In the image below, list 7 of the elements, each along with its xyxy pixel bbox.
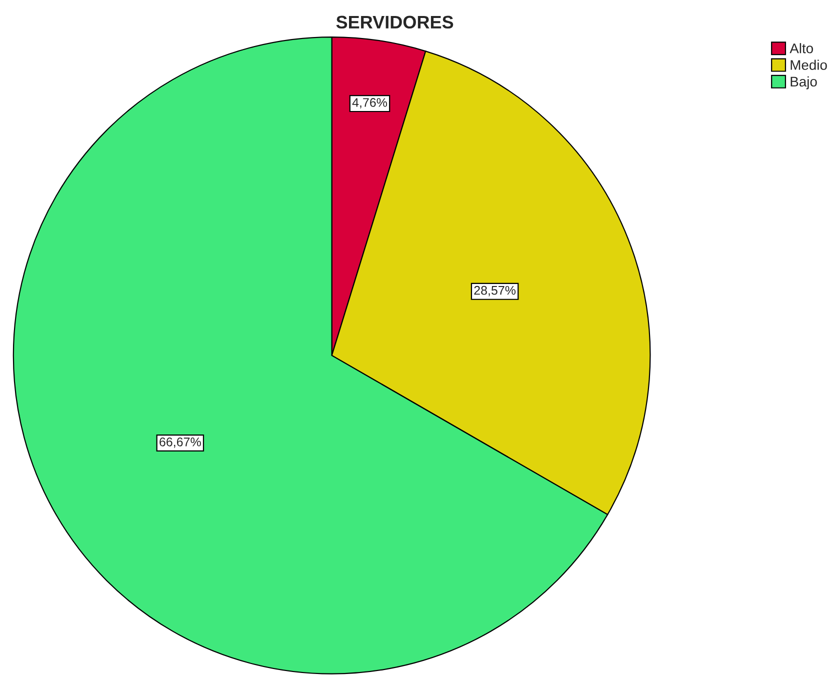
data-label: 28,57% — [474, 286, 516, 296]
legend-label: Bajo — [790, 76, 817, 90]
data-label: 66,67% — [160, 438, 201, 448]
chart-title: SERVIDORES — [336, 16, 454, 29]
data-label: 4,76% — [352, 98, 388, 108]
legend-label: Alto — [790, 43, 813, 54]
legend-label: Medio — [790, 60, 827, 70]
